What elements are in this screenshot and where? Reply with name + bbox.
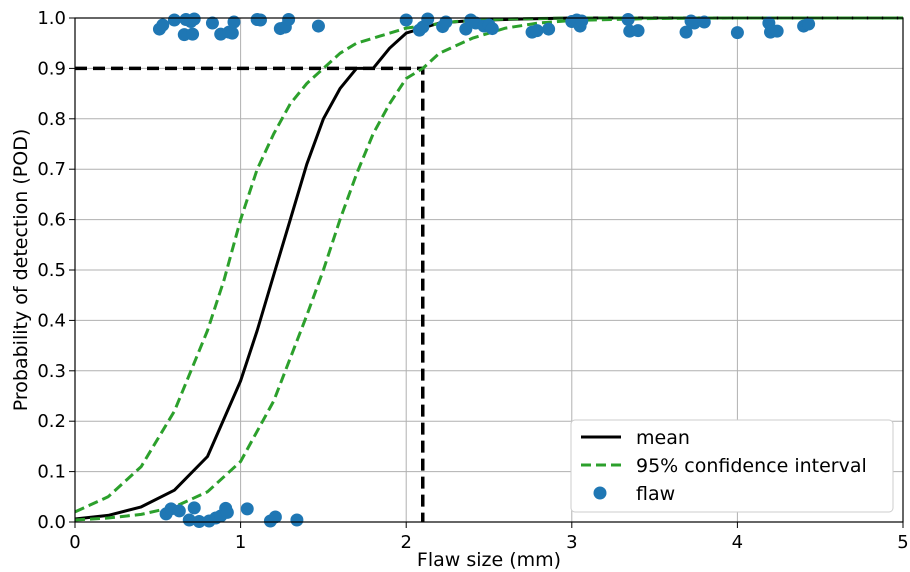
legend-box [570, 419, 894, 513]
flaw-point [687, 16, 701, 30]
plot-area [74, 12, 903, 528]
x-tick-label: 0 [69, 532, 80, 553]
flaw-point [399, 13, 413, 27]
y-tick-label: 0.5 [37, 260, 66, 281]
flaw-point [240, 502, 254, 516]
x-tick-label: 2 [400, 532, 411, 553]
flaw-point [268, 510, 282, 524]
flaw-point [227, 15, 241, 29]
flaw-point [156, 18, 170, 32]
flaw-point [282, 13, 296, 27]
legend-flaw-label: flaw [636, 483, 675, 505]
y-tick-label: 0.2 [37, 411, 66, 432]
flaw-point [290, 513, 304, 527]
ci-upper-line [74, 16, 903, 514]
y-tick-label: 0.7 [37, 159, 66, 180]
legend-mean-label: mean [636, 427, 690, 449]
y-tick-label: 0.3 [37, 361, 66, 382]
flaw-point [187, 501, 201, 515]
flaw-point [421, 12, 435, 26]
flaw-point [530, 24, 544, 38]
legend: mean 95% confidence interval flaw [570, 419, 894, 513]
y-tick-label: 0.0 [37, 512, 66, 533]
x-tick-label: 5 [897, 532, 908, 553]
y-tick-label: 1.0 [37, 8, 66, 29]
flaw-point [542, 22, 556, 36]
flaw-point [220, 505, 234, 519]
grid [75, 18, 903, 522]
flaw-point [167, 13, 181, 27]
flaw-point [485, 22, 499, 36]
x-tick-label: 4 [732, 532, 743, 553]
flaw-point [439, 15, 453, 29]
flaw-point [186, 27, 200, 41]
flaw-point [730, 26, 744, 40]
flaw-point [225, 26, 239, 40]
flaw-point [172, 504, 186, 518]
y-tick-label: 0.9 [37, 58, 66, 79]
y-tick-label: 0.4 [37, 310, 66, 331]
flaw-point [575, 14, 589, 28]
axis-ticks: 0 1 2 3 4 5 0.0 0.1 0.2 0.3 0.4 0.5 0.6 0.7 0.8 0.9 1.0 [37, 8, 908, 553]
y-tick-label: 0.1 [37, 462, 66, 483]
legend-flaw-swatch [593, 486, 607, 500]
x-axis-label: Flaw size (mm) [417, 549, 561, 571]
flaw-point [187, 12, 201, 26]
y-tick-label: 0.8 [37, 109, 66, 130]
flaw-point [697, 15, 711, 29]
flaw-point [631, 24, 645, 38]
x-tick-label: 1 [235, 532, 246, 553]
flaw-point [311, 19, 325, 33]
flaw-point [679, 25, 693, 39]
flaw-point [182, 513, 196, 527]
y-tick-label: 0.6 [37, 210, 66, 231]
x-tick-label: 3 [566, 532, 577, 553]
flaw-point [621, 13, 635, 27]
y-axis-label: Probability of detection (POD) [10, 129, 32, 411]
ci-lower-line [74, 16, 903, 522]
flaw-point [802, 17, 816, 31]
flaw-point [253, 13, 267, 27]
flaw-point [770, 24, 784, 38]
flaw-point [205, 16, 219, 30]
legend-ci-label: 95% confidence interval [636, 455, 867, 477]
